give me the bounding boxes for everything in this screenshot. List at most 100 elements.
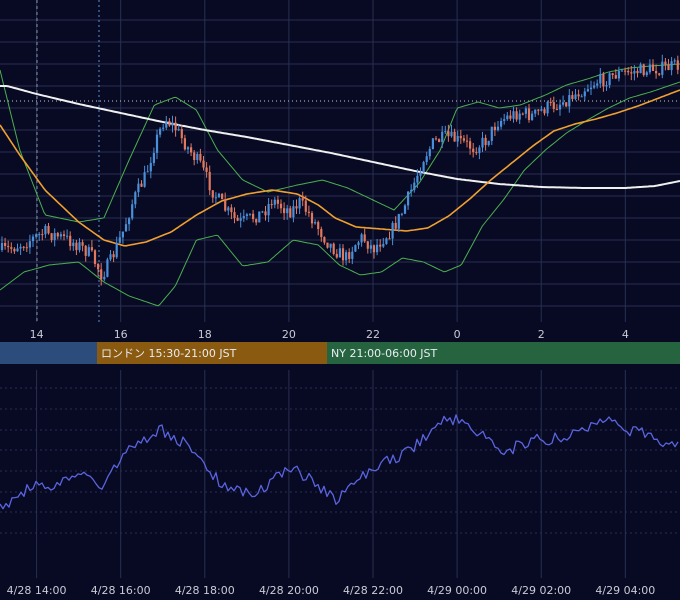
bullish-candle	[66, 235, 69, 237]
x-tick-label: 4/28 16:00	[91, 584, 151, 597]
bearish-candle	[465, 140, 469, 142]
bearish-candle	[543, 109, 546, 114]
bearish-candle	[112, 254, 115, 258]
x-tick-label: 4/28 14:00	[7, 584, 67, 597]
x-tick-label: 16	[114, 328, 128, 341]
bullish-candle	[558, 104, 562, 110]
bullish-candle	[500, 120, 503, 127]
bearish-candle	[469, 141, 472, 149]
bearish-candle	[50, 233, 53, 240]
bearish-candle	[363, 234, 366, 242]
bullish-candle	[286, 208, 289, 214]
bearish-candle	[493, 126, 496, 131]
bearish-candle	[602, 74, 605, 87]
bearish-candle	[97, 263, 100, 270]
bearish-candle	[611, 73, 614, 76]
bullish-candle	[450, 131, 453, 137]
bearish-candle	[233, 212, 236, 218]
bearish-candle	[565, 102, 568, 107]
main-x-axis: 14 16 18 20 22 0 2 4	[30, 328, 629, 341]
bullish-candle	[16, 248, 19, 252]
bearish-candle	[509, 115, 512, 119]
bullish-candle	[431, 138, 434, 150]
bearish-candle	[571, 95, 574, 100]
bearish-candle	[537, 109, 540, 111]
bullish-candle	[118, 237, 121, 243]
bullish-candle	[512, 111, 515, 119]
bullish-candle	[531, 113, 534, 121]
bearish-candle	[190, 147, 193, 153]
bullish-candle	[149, 162, 152, 172]
bullish-candle	[227, 207, 230, 211]
bearish-candle	[174, 122, 177, 131]
indicator-panel-grid	[0, 370, 680, 578]
bearish-candle	[475, 152, 478, 154]
bearish-candle	[208, 171, 211, 191]
bullish-candle	[617, 70, 620, 79]
bullish-candle	[258, 211, 261, 223]
bullish-candle	[329, 243, 332, 248]
bullish-candle	[410, 189, 413, 192]
bullish-candle	[583, 91, 586, 97]
bearish-candle	[47, 225, 50, 234]
bearish-candle	[168, 121, 171, 126]
x-tick-label: 18	[198, 328, 212, 341]
bearish-candle	[310, 212, 314, 224]
bullish-candle	[586, 89, 589, 92]
bullish-candle	[376, 244, 379, 253]
bearish-candle	[366, 241, 369, 249]
bullish-candle	[568, 95, 571, 107]
bearish-candle	[224, 199, 227, 211]
bearish-candle	[624, 70, 627, 72]
bullish-candle	[72, 242, 75, 247]
bearish-candle	[348, 252, 351, 259]
bearish-candle	[642, 64, 645, 76]
bullish-candle	[177, 129, 180, 131]
x-tick-label: 0	[454, 328, 461, 341]
bearish-candle	[289, 208, 292, 218]
bullish-candle	[273, 199, 276, 205]
bullish-candle	[314, 222, 317, 224]
bullish-candle	[648, 64, 651, 73]
mid-moving-average	[0, 89, 680, 247]
bullish-candle	[620, 70, 624, 72]
session-label: NY 21:00-06:00 JST	[331, 347, 438, 360]
bullish-candle	[103, 276, 106, 280]
bearish-candle	[515, 111, 518, 120]
bullish-candle	[35, 234, 38, 237]
bearish-candle	[180, 129, 183, 139]
bearish-candle	[90, 247, 93, 251]
bullish-candle	[131, 204, 134, 219]
bullish-candle	[298, 198, 301, 209]
bearish-candle	[462, 138, 465, 141]
x-tick-label: 4/29 00:00	[427, 584, 487, 597]
bearish-candle	[667, 64, 670, 71]
bullish-candle	[38, 234, 41, 236]
bullish-candle	[261, 211, 264, 213]
bullish-candle	[425, 156, 428, 163]
bullish-candle	[124, 224, 128, 232]
bearish-candle	[252, 213, 255, 220]
bullish-candle	[44, 225, 47, 235]
bearish-candle	[651, 64, 655, 71]
bullish-candle	[580, 96, 583, 98]
bullish-candle	[419, 172, 422, 176]
bearish-candle	[577, 94, 580, 97]
bullish-candle	[481, 137, 484, 148]
bearish-candle	[552, 102, 555, 109]
x-tick-label: 22	[366, 328, 380, 341]
bullish-candle	[385, 238, 388, 244]
long-moving-average	[0, 85, 680, 189]
session-block	[327, 342, 680, 364]
bearish-candle	[388, 238, 391, 240]
bearish-candle	[255, 219, 258, 223]
bullish-candle	[245, 214, 248, 217]
bullish-candle	[416, 175, 419, 183]
bearish-candle	[549, 102, 552, 104]
bullish-candle	[162, 127, 165, 129]
bearish-candle	[199, 153, 202, 161]
bearish-candle	[4, 243, 7, 246]
bullish-candle	[78, 242, 81, 251]
indicator-x-axis: 4/28 14:00 4/28 16:00 4/28 18:00 4/28 20:00…	[7, 584, 656, 597]
bullish-candle	[214, 197, 217, 199]
